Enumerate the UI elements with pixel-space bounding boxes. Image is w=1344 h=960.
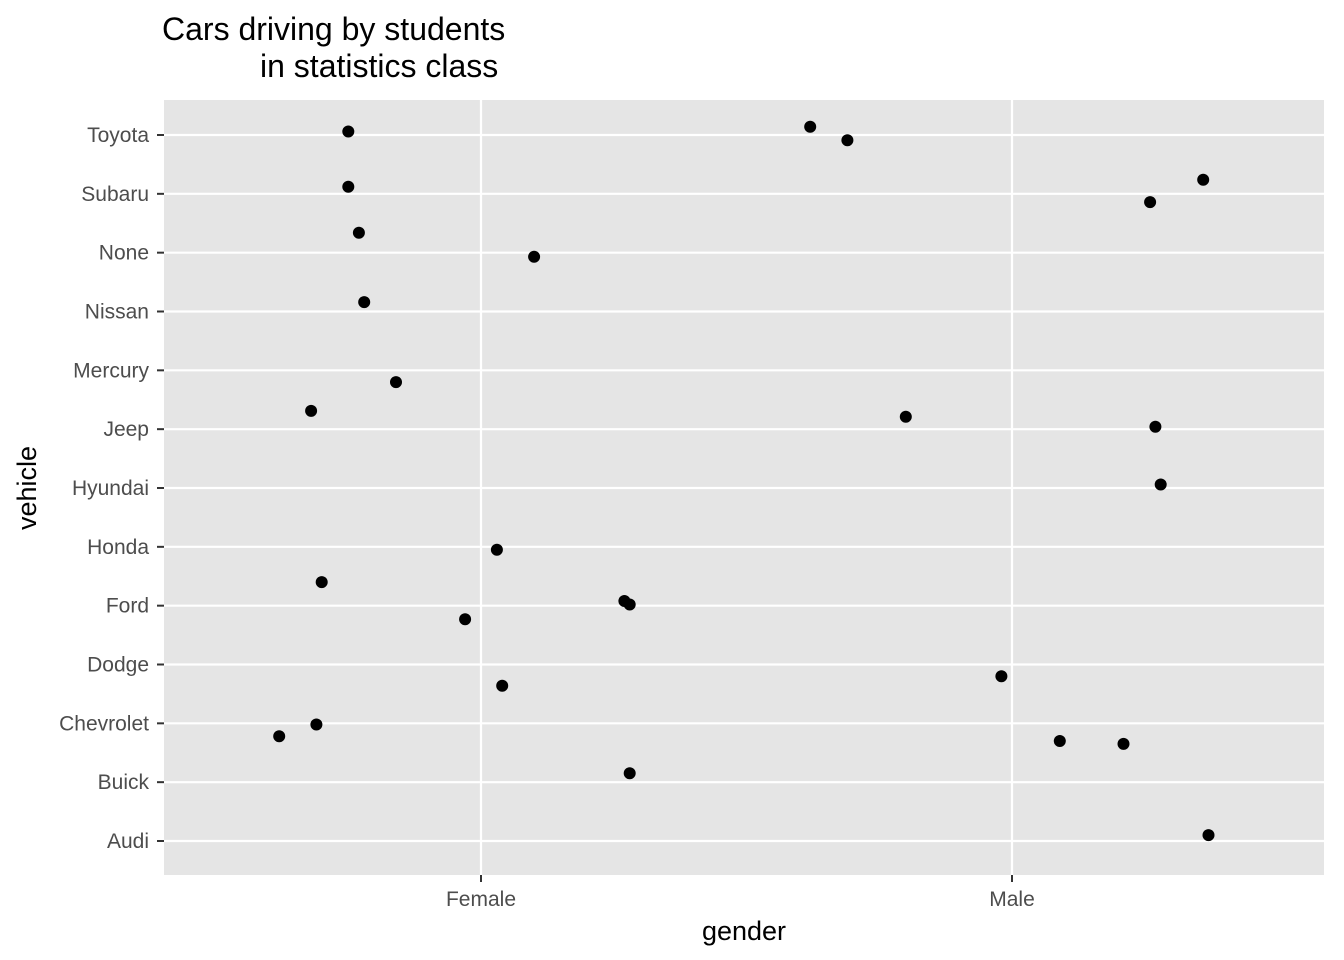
point-female-toyota-0 [342,125,355,138]
point-male-toyota-1 [804,120,817,133]
point-male-toyota-2 [841,134,854,147]
point-male-audi-26 [1202,829,1215,842]
point-female-none-7 [528,250,541,263]
chart-title-line-2: in statistics class [260,48,498,84]
point-male-chevrolet-23 [1053,735,1066,747]
y-tick-label-buick: Buick [98,771,150,794]
point-female-none-6 [352,226,365,239]
point-female-honda-14 [490,543,503,556]
y-tick-label-ford: Ford [106,595,149,618]
x-axis-title: gender [702,916,786,946]
y-tick-label-hyundai: Hyundai [72,477,149,500]
x-tick-label-female: Female [446,888,516,911]
y-tick-label-toyota: Toyota [87,124,149,147]
point-female-chevrolet-22 [273,730,286,743]
point-female-ford-17 [623,598,636,611]
point-female-chevrolet-21 [310,718,323,731]
point-female-mercury-9 [390,376,402,389]
point-female-ford-15 [315,576,328,589]
point-female-nissan-8 [358,296,371,309]
y-tick-label-nissan: Nissan [85,301,149,324]
y-tick-label-chevrolet: Chevrolet [59,712,149,735]
point-male-dodge-20 [995,670,1008,683]
point-male-jeep-12 [1149,420,1162,433]
point-female-jeep-10 [305,404,318,417]
y-tick-label-honda: Honda [87,536,149,559]
y-axis-title: vehicle [12,446,42,530]
x-gridlines [479,100,1014,875]
point-female-ford-18 [459,613,472,626]
point-male-hyundai-13 [1154,478,1167,491]
point-female-buick-25 [623,767,636,780]
x-axis: Female Male [446,875,1035,911]
y-axis: Audi Buick Chevrolet Dodge Ford Honda Hyundai J… [59,124,164,853]
data-points [273,120,1215,842]
y-tick-label-dodge: Dodge [87,654,149,677]
y-tick-label-mercury: Mercury [73,359,149,382]
point-female-subaru-3 [342,180,355,193]
x-tick-label-male: Male [989,888,1035,911]
y-gridlines [164,133,1324,843]
point-male-chevrolet-24 [1117,737,1130,750]
y-tick-label-audi: Audi [107,830,149,853]
y-tick-label-subaru: Subaru [81,183,149,206]
point-male-jeep-11 [899,410,912,423]
point-male-subaru-4 [1197,173,1210,186]
point-male-subaru-5 [1144,196,1157,209]
y-tick-label-none: None [99,242,149,265]
point-female-dodge-19 [496,679,509,692]
chart-title-line-1: Cars driving by students [162,11,505,47]
y-tick-label-jeep: Jeep [103,418,149,441]
